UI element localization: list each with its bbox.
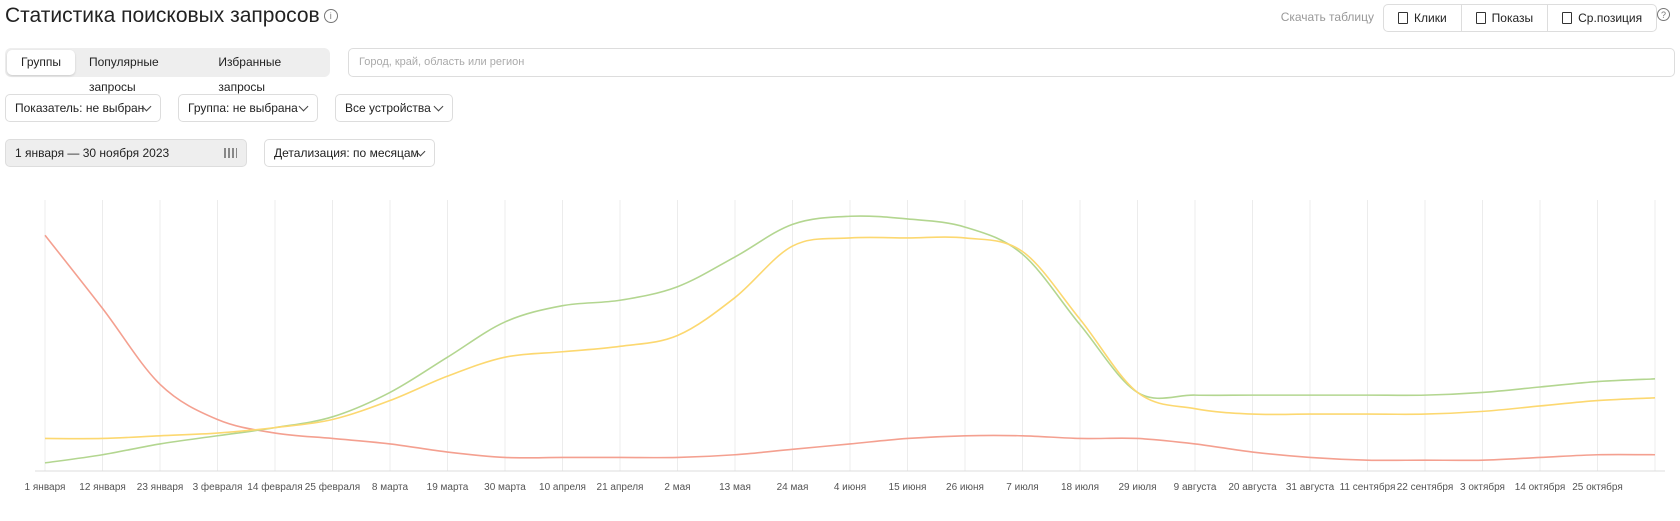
date-text: 1 января — 30 ноября 2023 — [15, 146, 170, 160]
line-series — [44, 234, 1656, 462]
x-tick-label: 14 октября — [1515, 481, 1566, 493]
x-tick-label: 19 марта — [427, 482, 469, 493]
x-tick-label: 18 июля — [1061, 482, 1099, 493]
placeholder: Город, край, область или регион — [359, 56, 525, 68]
x-tick-label: 14 февраля — [247, 481, 302, 493]
x-tick-label: 8 марта — [372, 482, 409, 493]
info-icon[interactable]: i — [323, 9, 338, 23]
filter-select[interactable]: Группа: не выбрана — [178, 94, 318, 122]
x-tick-label: 1 января — [25, 482, 66, 493]
x-tick-label: 23 января — [137, 482, 183, 493]
x-tick-label: 20 августа — [1228, 482, 1277, 493]
button-text: Показы — [1491, 11, 1534, 25]
x-tick-label: 22 сентября — [1397, 481, 1454, 493]
tabs: Группы Популярные запросы Избранные запр… — [5, 48, 330, 94]
tab[interactable]: Группы — [7, 50, 75, 75]
button-text: Ср.позиция — [1578, 11, 1643, 25]
x-tick-label: 10 апреля — [539, 482, 586, 493]
select-text: Группа: не выбрана — [188, 101, 298, 115]
button-text: Клики — [1414, 11, 1447, 25]
x-tick-label: 11 сентября — [1340, 481, 1396, 493]
title-text: Статистика поисковых запросов — [5, 4, 320, 27]
download-buttons: Клики Показы Ср.позиция — [1383, 4, 1658, 32]
detail-select[interactable]: Детализация: по месяцам — [264, 139, 435, 167]
select-text: Детализация: по месяцам — [274, 146, 419, 160]
filter-select[interactable]: Все устройства — [335, 94, 453, 122]
x-tick-label: 3 февраля — [193, 481, 243, 493]
x-tick-label: 31 августа — [1286, 482, 1335, 493]
x-tick-label: 29 июля — [1118, 482, 1156, 493]
tab[interactable]: Избранные запросы — [218, 55, 282, 94]
date-picker[interactable]: 1 января — 30 ноября 2023 — [5, 139, 247, 167]
page-title: Статистика поисковых запросов i — [5, 4, 338, 28]
search-input[interactable]: Город, край, область или регион — [348, 48, 1675, 77]
x-tick-label: 13 мая — [719, 482, 751, 493]
help-icon[interactable]: ? — [1657, 8, 1670, 21]
select-text: Все устройства — [345, 101, 431, 115]
filter-select[interactable]: Показатель: не выбран — [5, 94, 161, 122]
download-button[interactable]: Клики — [1384, 5, 1462, 31]
x-tick-label: 12 января — [79, 482, 125, 493]
x-tick-label: 3 октября — [1460, 481, 1505, 493]
x-tick-label: 26 июня — [946, 482, 984, 493]
x-tick-label: 25 февраля — [305, 481, 360, 493]
x-tick-label: 15 июня — [889, 482, 927, 493]
select-text: Показатель: не выбран — [15, 101, 145, 115]
download-label: Скачать таблицу — [1280, 10, 1374, 24]
x-tick-label: 25 октября — [1572, 481, 1623, 493]
tab[interactable]: Популярные запросы — [88, 55, 159, 94]
x-tick-label: 30 марта — [484, 482, 526, 493]
x-tick-label: 24 мая — [777, 482, 809, 493]
download-button[interactable]: Показы — [1462, 5, 1549, 31]
line-series — [44, 236, 1656, 440]
x-tick-label: 4 июня — [834, 482, 866, 493]
line-series — [44, 215, 1656, 464]
download-button[interactable]: Ср.позиция — [1548, 5, 1656, 31]
x-tick-label: 9 августа — [1174, 482, 1217, 493]
x-tick-label: 2 мая — [664, 482, 690, 493]
x-tick-label: 7 июля — [1006, 482, 1038, 493]
x-tick-label: 21 апреля — [597, 482, 644, 493]
